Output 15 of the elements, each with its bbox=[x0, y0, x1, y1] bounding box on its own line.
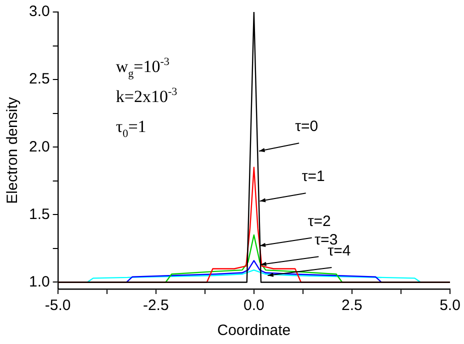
x-axis-title: Coordinate bbox=[217, 322, 291, 340]
x-tick-label: 2.5 bbox=[342, 297, 362, 314]
x-tick-label: 5.0 bbox=[440, 297, 460, 314]
y-tick-label: 1.0 bbox=[28, 273, 50, 290]
y-tick-label: 1.5 bbox=[28, 206, 50, 223]
y-tick-label: 3.0 bbox=[28, 3, 50, 20]
x-tick-label: 0.0 bbox=[243, 297, 264, 314]
x-tick-label: -5.0 bbox=[44, 297, 71, 314]
y-tick-label: 2.5 bbox=[28, 70, 50, 88]
y-axis-title: Electron density bbox=[4, 96, 22, 204]
annotation: τ=1 bbox=[302, 168, 325, 186]
x-tick-label: -2.5 bbox=[142, 297, 169, 314]
y-tick-label: 2.0 bbox=[28, 138, 50, 156]
annotation: τ=0 bbox=[295, 118, 318, 136]
annotation: τ=2 bbox=[308, 212, 331, 230]
